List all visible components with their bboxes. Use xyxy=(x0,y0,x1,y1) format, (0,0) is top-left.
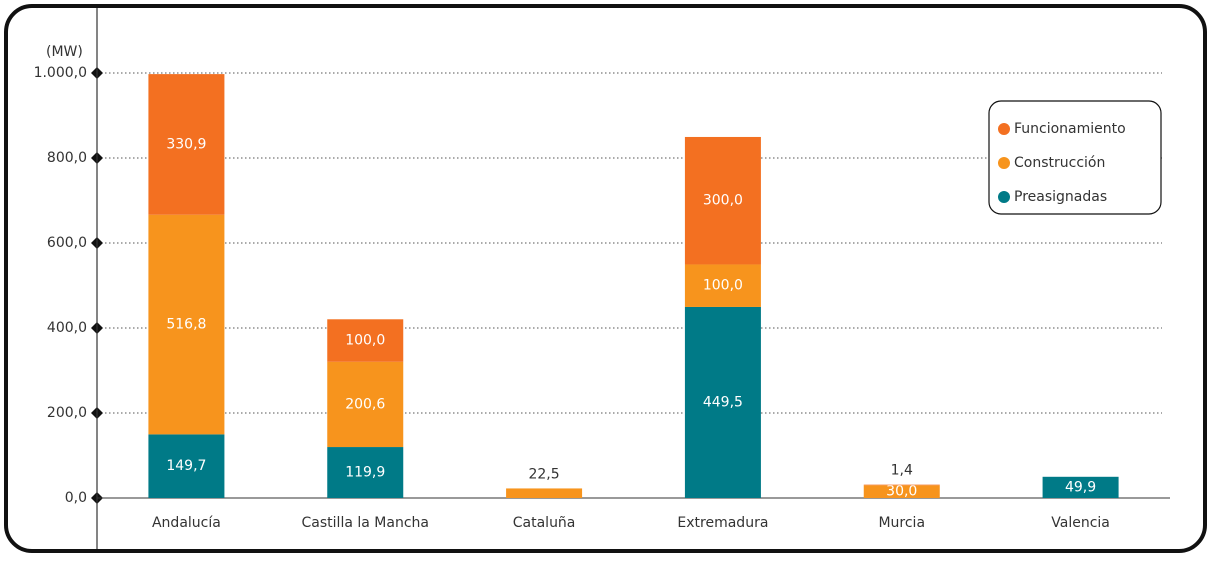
value-label: 516,8 xyxy=(166,317,206,333)
x-tick-label: Extremadura xyxy=(677,515,768,531)
y-tick-label: 400,0 xyxy=(47,320,87,336)
bar-segment xyxy=(684,306,761,498)
value-label: 49,9 xyxy=(1065,479,1096,495)
bar-segment xyxy=(863,485,940,498)
value-label: 22,5 xyxy=(528,466,559,482)
bar-segment xyxy=(327,319,404,362)
x-tick-label: Andalucía xyxy=(152,515,221,531)
value-label: 300,0 xyxy=(703,193,743,209)
value-label: 1,4 xyxy=(891,463,913,479)
y-tick-label: 1.000,0 xyxy=(34,65,87,81)
bar-segment xyxy=(148,214,225,435)
y-axis-label: (MW) xyxy=(46,44,83,60)
legend-label: Funcionamiento xyxy=(1014,121,1126,137)
legend-label: Construcción xyxy=(1014,155,1105,171)
bar-segment xyxy=(506,488,583,498)
y-tick-label: 800,0 xyxy=(47,150,87,166)
bar-segment xyxy=(863,484,940,486)
value-label: 449,5 xyxy=(703,394,743,410)
value-label: 100,0 xyxy=(703,278,743,294)
bar-segment xyxy=(327,447,404,498)
y-tick-label: 200,0 xyxy=(47,405,87,421)
y-tick-label: 0,0 xyxy=(65,490,87,506)
x-tick-label: Murcia xyxy=(878,515,925,531)
legend-box xyxy=(988,100,1162,215)
bar-segment xyxy=(148,434,225,498)
value-label: 100,0 xyxy=(345,333,385,349)
value-label: 200,6 xyxy=(345,396,385,412)
legend-swatch xyxy=(998,157,1010,169)
y-tick-label: 600,0 xyxy=(47,235,87,251)
value-label: 30,0 xyxy=(886,484,917,500)
value-label: 149,7 xyxy=(166,458,206,474)
value-label: 330,9 xyxy=(166,136,206,152)
legend-swatch xyxy=(998,191,1010,203)
legend-label: Preasignadas xyxy=(1014,189,1107,205)
x-tick-label: Cataluña xyxy=(513,515,576,531)
frame xyxy=(4,4,1207,553)
legend-swatch xyxy=(998,123,1010,135)
x-tick-label: Valencia xyxy=(1051,515,1110,531)
value-label: 119,9 xyxy=(345,465,385,481)
bar-segment xyxy=(327,361,404,448)
bar-segment xyxy=(684,136,761,265)
bar-segment xyxy=(1042,476,1119,498)
x-tick-label: Castilla la Mancha xyxy=(302,515,429,531)
bar-segment xyxy=(148,74,225,215)
bar-segment xyxy=(684,264,761,307)
